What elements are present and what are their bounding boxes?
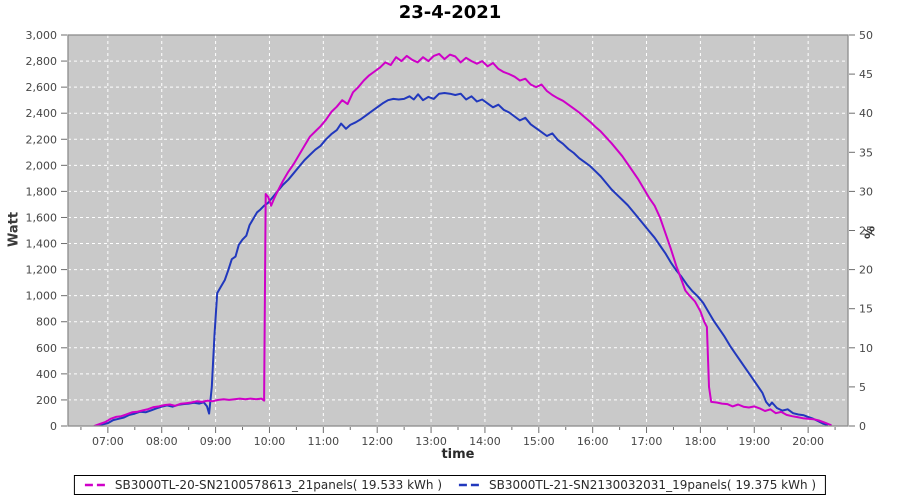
- y-left-tick-label: 800: [36, 316, 57, 329]
- axis-ticks: [61, 34, 855, 433]
- y-left-tick-label: 3,000: [26, 29, 58, 42]
- y-right-tick-label: 20: [859, 264, 873, 277]
- y-left-tick-label: 2,400: [26, 107, 58, 120]
- x-tick-label: 15:00: [523, 435, 555, 448]
- y-axis-left-title: Watt: [6, 211, 22, 248]
- legend-line-swatch-magenta: [84, 483, 109, 487]
- x-tick-label: 14:00: [469, 435, 501, 448]
- y-left-tick-label: 600: [36, 342, 57, 355]
- legend-label: SB3000TL-20-SN2100578613_21panels( 19.53…: [114, 478, 442, 492]
- y-left-tick-label: 1,400: [26, 238, 58, 251]
- plot-border: [67, 34, 849, 427]
- y-left-tick-label: 200: [36, 394, 57, 407]
- y-right-tick-label: 0: [859, 420, 866, 433]
- series-line-sb3000tl-21: [96, 92, 828, 426]
- legend-item-sb3000tl-21: SB3000TL-21-SN2130032031_19panels( 19.37…: [458, 478, 816, 492]
- y-left-tick-label: 2,000: [26, 159, 58, 172]
- y-left-tick-label: 2,800: [26, 55, 58, 68]
- x-tick-label: 11:00: [307, 435, 339, 448]
- x-tick-label: 16:00: [577, 435, 609, 448]
- x-tick-label: 09:00: [200, 435, 232, 448]
- chart-title: 23-4-2021: [398, 2, 502, 23]
- legend-line-swatch-blue: [459, 483, 483, 487]
- x-tick-label: 08:00: [146, 435, 178, 448]
- series-line-sb3000tl-20: [93, 52, 832, 426]
- y-right-tick-label: 5: [859, 381, 866, 394]
- x-tick-label: 17:00: [631, 435, 663, 448]
- plot-area: 02004006008001,0001,2001,4001,6001,8002,…: [26, 29, 874, 448]
- legend-label: SB3000TL-21-SN2130032031_19panels( 19.37…: [489, 478, 817, 492]
- y-right-tick-label: 30: [859, 185, 873, 198]
- axis-tick-labels: 02004006008001,0001,2001,4001,6001,8002,…: [26, 29, 874, 448]
- y-left-tick-label: 1,200: [26, 264, 58, 277]
- x-tick-label: 18:00: [685, 435, 717, 448]
- x-tick-label: 13:00: [415, 435, 447, 448]
- x-tick-label: 12:00: [361, 435, 393, 448]
- y-left-tick-label: 2,600: [26, 81, 58, 94]
- y-axis-right-title: %: [860, 225, 876, 240]
- y-right-tick-label: 50: [859, 29, 873, 42]
- plot-background: [68, 35, 848, 426]
- gridlines: [68, 35, 848, 426]
- y-left-tick-label: 1,600: [26, 211, 58, 224]
- x-tick-label: 10:00: [254, 435, 286, 448]
- x-tick-label: 20:00: [792, 435, 824, 448]
- x-tick-label: 19:00: [738, 435, 770, 448]
- x-tick-label: 07:00: [92, 435, 124, 448]
- y-right-tick-label: 15: [859, 303, 873, 316]
- y-left-tick-label: 0: [50, 420, 57, 433]
- y-left-tick-label: 400: [36, 368, 57, 381]
- y-right-tick-label: 10: [859, 342, 873, 355]
- legend-item-sb3000tl-20: SB3000TL-20-SN2100578613_21panels( 19.53…: [84, 478, 442, 492]
- x-axis-title: time: [441, 447, 475, 462]
- y-left-tick-label: 1,000: [26, 290, 58, 303]
- y-right-tick-label: 25: [859, 225, 873, 238]
- legend: SB3000TL-20-SN2100578613_21panels( 19.53…: [73, 475, 827, 495]
- y-right-tick-label: 35: [859, 146, 873, 159]
- y-left-tick-label: 1,800: [26, 185, 58, 198]
- y-right-tick-label: 45: [859, 68, 873, 81]
- y-right-tick-label: 40: [859, 107, 873, 120]
- y-left-tick-label: 2,200: [26, 133, 58, 146]
